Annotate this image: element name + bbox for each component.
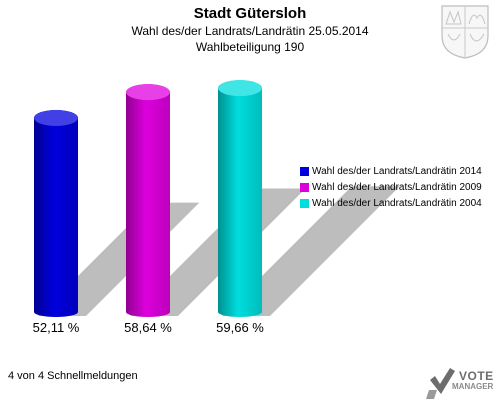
chart-legend: Wahl des/der Landrats/Landrätin 2014 Wah… [300,163,500,211]
bars-group [34,80,262,318]
bar-cap [34,109,78,126]
legend-swatch [300,198,309,208]
legend-item: Wahl des/der Landrats/Landrätin 2014 [300,163,500,179]
bar [126,84,170,318]
legend-item: Wahl des/der Landrats/Landrätin 2009 [300,179,500,195]
logo-text-manager: MANAGER [452,382,494,391]
legend-swatch [300,166,309,176]
legend-label: Wahl des/der Landrats/Landrätin 2009 [312,181,482,193]
status-text: 4 von 4 Schnellmeldungen [8,370,138,382]
bar-shadow [222,186,400,316]
chart-subtitle: Wahl des/der Landrats/Landrätin 25.05.20… [131,24,369,38]
chart-title: Stadt Gütersloh [193,5,307,22]
value-label: 58,64 % [124,320,172,335]
bar-cap [218,80,262,97]
bar-cap [126,84,170,101]
value-label: 52,11 % [33,320,80,335]
vote-manager-logo-icon: VOTE MANAGER [426,366,500,400]
bar [34,109,78,317]
checkmark-icon [426,368,455,399]
bar [218,80,262,317]
logo-text-vote: VOTE [459,369,494,383]
legend-item: Wahl des/der Landrats/Landrätin 2004 [300,195,500,211]
chart-header: Stadt Gütersloh Wahl des/der Landrats/La… [0,4,500,55]
legend-label: Wahl des/der Landrats/Landrätin 2004 [312,197,482,209]
participation-label: Wahlbeteiligung 190 [195,40,305,54]
legend-swatch [300,182,309,192]
value-label: 59,66 % [216,320,264,335]
legend-label: Wahl des/der Landrats/Landrätin 2014 [312,165,482,177]
coat-of-arms-icon [441,5,489,59]
value-labels-group: 52,11 % 58,64 % 59,66 % [33,320,265,335]
